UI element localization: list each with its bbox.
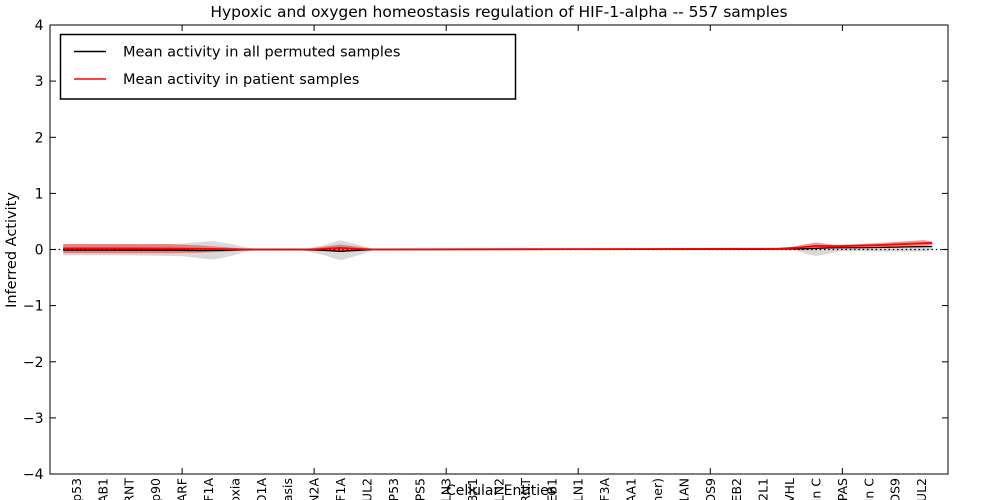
y-tick-label: 0	[35, 243, 44, 259]
axis-ticks	[50, 24, 948, 475]
entity-label: HIF1A/ARNT	[122, 478, 137, 500]
legend-box	[59, 33, 517, 100]
entity-label: CDKN2A	[307, 478, 322, 500]
y-tick-label: 1	[35, 186, 44, 202]
entity-label: RBX1	[465, 478, 480, 500]
y-tick-label: −2	[23, 355, 44, 371]
y-tick-label: −3	[23, 411, 44, 427]
y-tick-label: −1	[23, 299, 44, 315]
legend-permuted-label: Mean activity in all permuted samples	[123, 45, 400, 61]
entity-label: TCEB2	[729, 478, 744, 500]
series-lines	[50, 242, 948, 252]
band-permuted-envelope-rack1-complex	[794, 245, 933, 256]
entity-label: ARD1A	[254, 478, 269, 500]
entity-label: PHD1-3/OS9	[888, 478, 903, 500]
entity-label: HIF1A/Hsp90	[148, 478, 163, 500]
entity-label: OS9	[703, 478, 718, 500]
entity-label: COPS5	[412, 478, 427, 500]
entity-label: response to hypoxia	[227, 478, 242, 500]
entity-label: EGLN3	[439, 478, 454, 500]
y-tick-labels: 4 3 2 1 0 −1 −2 −3 −4	[23, 18, 44, 483]
legend: Mean activity in all permuted samples Me…	[59, 33, 517, 100]
entity-label: GNB2L1	[756, 478, 771, 500]
entity-label: HIF1A/p53	[69, 478, 84, 500]
entity-label: oxygen homeostasis	[280, 478, 295, 500]
y-tick-label: 2	[35, 130, 44, 146]
y-tick-label: 3	[35, 74, 44, 90]
entity-label: EGLN2	[492, 478, 507, 500]
entity-label: ARNT	[518, 478, 533, 500]
entity-label: FIH (dimer)	[650, 478, 665, 500]
entity-label: HIF1A	[201, 478, 216, 500]
entity-label: EGLN1	[571, 478, 586, 500]
y-tick-label: −4	[23, 467, 44, 483]
series-line-mean-activity-in-all-permuted-samples	[63, 245, 933, 252]
entity-label: HSP90AA1	[624, 478, 639, 500]
entity-label: VHL/Elongin B/Elongin C/RBX1/CUL2/HIF1A	[333, 478, 348, 500]
entity-label: HIF1AN	[676, 478, 691, 500]
entity-label: HIF1A/p19ARF	[175, 478, 190, 500]
entity-label: HIF3A	[597, 478, 612, 500]
entity-label: VHL	[782, 478, 797, 500]
series-line-mean-activity-in-patient-samples	[63, 242, 933, 251]
entity-label: TCEB1	[544, 478, 559, 500]
x-axis-label: Cellular Entities	[446, 483, 556, 499]
entity-label: RACK1/Elongin B/Elongin C	[861, 478, 876, 500]
entity-label: CUL2	[359, 478, 374, 500]
entity-label: ARNT/IPAS	[835, 478, 850, 500]
y-axis-label: Inferred Activity	[4, 192, 20, 308]
legend-patient-label: Mean activity in patient samples	[123, 72, 359, 88]
entity-label: HIF1A/JAB1	[95, 478, 110, 500]
y-tick-label: 4	[35, 18, 44, 34]
entity-label: VHL/Elongin B/Elongin C/RBX1/CUL2	[914, 478, 929, 500]
entity-label: HIF1A/RACK1/Elongin B/Elongin C	[808, 478, 823, 500]
chart-title: Hypoxic and oxygen homeostasis regulatio…	[210, 3, 787, 21]
entity-labels: HIF1A/p53 HIF1A/JAB1 HIF1A/ARNT HIF1A/Hsp90…	[69, 478, 929, 500]
entity-label: TP53	[386, 478, 401, 500]
band-permuted-envelope-vhl-complex	[300, 240, 375, 261]
